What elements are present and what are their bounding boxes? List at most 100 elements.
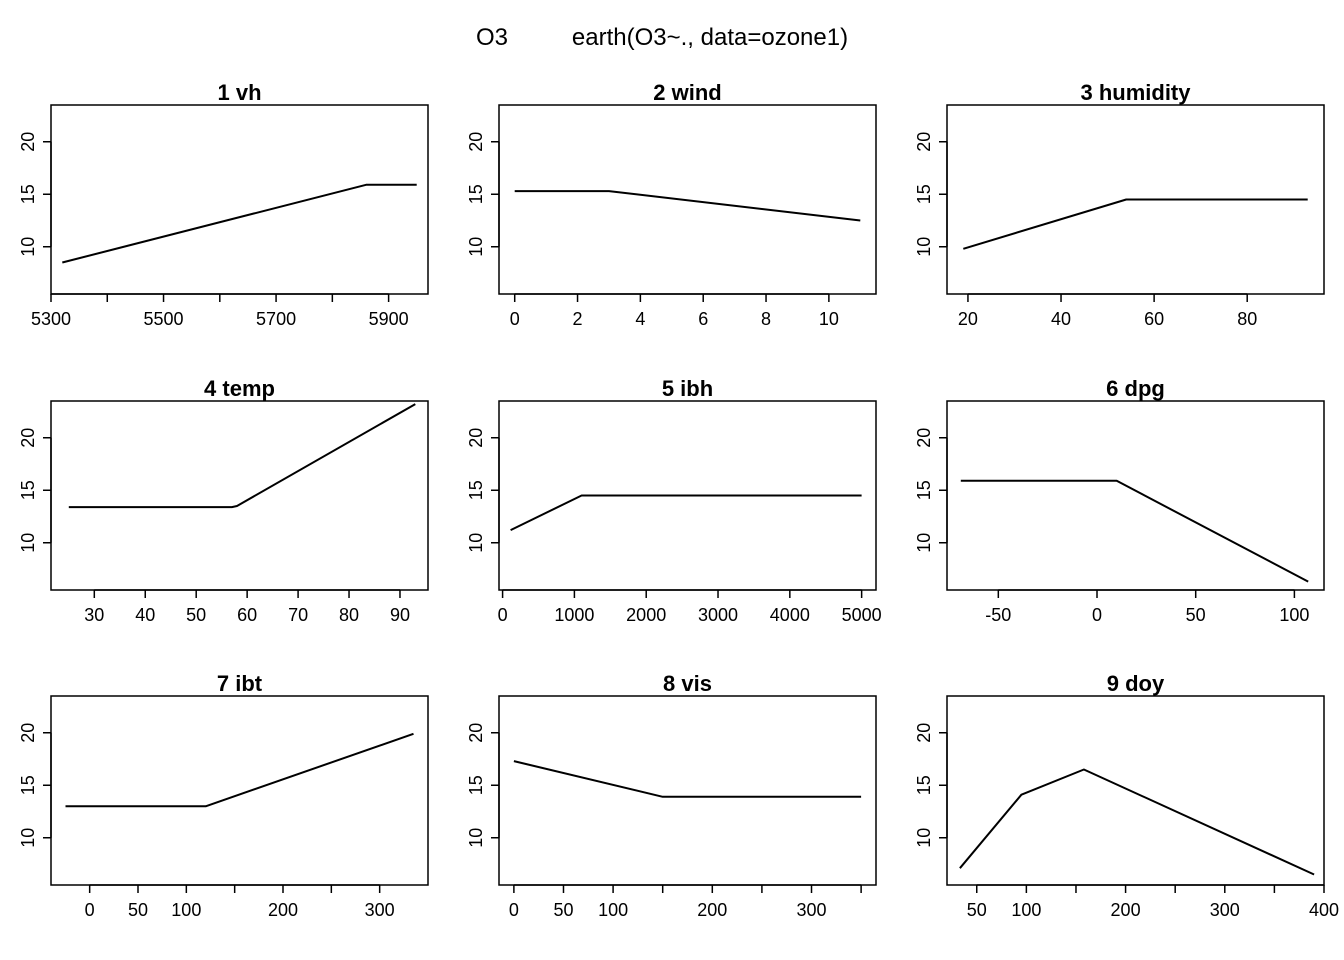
x-tick-label: 40	[135, 605, 155, 625]
x-tick-label: 4000	[770, 605, 810, 625]
x-tick-label: 400	[1309, 900, 1339, 920]
x-tick-label: 90	[390, 605, 410, 625]
panel-title: 3 humidity	[1080, 80, 1191, 105]
x-tick-label: 50	[553, 900, 573, 920]
panel-1: 1 vh 5300 5500 5700 5900 10 15 20	[18, 80, 429, 329]
panel-4: 4 temp 30 40 50 60 70 80 90 10 15 20	[18, 376, 429, 625]
x-tick-label: -50	[985, 605, 1011, 625]
y-tick-label: 20	[466, 723, 486, 743]
x-tick-label: 80	[1237, 309, 1257, 329]
x-tick-label: 300	[1210, 900, 1240, 920]
panel-2: 2 wind 0 2 4 6 8 10 10 15 20	[466, 80, 877, 329]
x-tick-label: 200	[1111, 900, 1141, 920]
x-tick-label: 100	[1011, 900, 1041, 920]
x-tick-label: 70	[288, 605, 308, 625]
y-tick-label: 15	[914, 480, 934, 500]
plot-frame	[946, 400, 1325, 591]
x-tick-label: 50	[186, 605, 206, 625]
series-line	[963, 198, 1308, 250]
series-line	[510, 494, 862, 531]
x-tick-label: 300	[365, 900, 395, 920]
x-tick-label: 8	[761, 309, 771, 329]
x-tick-label: 100	[171, 900, 201, 920]
y-tick-label: 10	[18, 533, 38, 553]
x-tick-label: 0	[1092, 605, 1102, 625]
panel-title: 8 vis	[663, 671, 712, 696]
x-tick-label: 200	[697, 900, 727, 920]
y-tick-label: 10	[914, 828, 934, 848]
panel-9: 9 doy 50 100 200 300 400 10 15 20	[914, 671, 1339, 920]
y-tick-label: 15	[18, 184, 38, 204]
x-tick-label: 30	[84, 605, 104, 625]
x-tick-label: 2000	[626, 605, 666, 625]
x-tick-label: 80	[339, 605, 359, 625]
series-line	[514, 190, 861, 222]
series-line	[68, 403, 416, 509]
x-tick-label: 40	[1051, 309, 1071, 329]
y-tick-label: 20	[18, 428, 38, 448]
x-tick-label: 60	[1144, 309, 1164, 329]
x-tick-label: 0	[498, 605, 508, 625]
y-tick-label: 15	[18, 480, 38, 500]
plot-frame	[50, 104, 429, 295]
x-tick-label: 50	[1186, 605, 1206, 625]
y-tick-label: 10	[914, 533, 934, 553]
x-tick-label: 5900	[369, 309, 409, 329]
x-tick-label: 0	[510, 309, 520, 329]
plot-frame	[498, 695, 877, 886]
y-tick-label: 15	[466, 775, 486, 795]
x-tick-label: 5700	[256, 309, 296, 329]
panel-title: 4 temp	[204, 376, 275, 401]
series-line	[62, 183, 417, 264]
x-tick-label: 20	[958, 309, 978, 329]
x-tick-label: 60	[237, 605, 257, 625]
figure-title-response: O3	[476, 24, 508, 51]
x-tick-label: 100	[1279, 605, 1309, 625]
panel-title: 9 doy	[1107, 671, 1165, 696]
panel-6: 6 dpg -50 0 50 100 10 15 20	[914, 376, 1325, 625]
y-tick-label: 20	[914, 428, 934, 448]
y-tick-label: 15	[914, 775, 934, 795]
series-line	[960, 479, 1309, 583]
y-tick-label: 20	[466, 132, 486, 152]
x-tick-label: 5500	[144, 309, 184, 329]
x-tick-label: 6	[698, 309, 708, 329]
x-tick-label: 4	[635, 309, 645, 329]
x-tick-label: 2	[573, 309, 583, 329]
series-line	[513, 760, 862, 798]
series-line	[959, 768, 1315, 876]
y-tick-label: 20	[914, 132, 934, 152]
panel-title: 5 ibh	[662, 376, 713, 401]
y-tick-label: 10	[914, 237, 934, 257]
panel-title: 1 vh	[217, 80, 261, 105]
y-tick-label: 20	[18, 132, 38, 152]
x-tick-label: 3000	[698, 605, 738, 625]
panel-5: 5 ibh 0 1000 2000 3000 4000 5000 10 15 20	[466, 376, 882, 625]
x-tick-label: 0	[85, 900, 95, 920]
y-tick-label: 15	[18, 775, 38, 795]
y-tick-label: 15	[466, 184, 486, 204]
x-tick-label: 0	[509, 900, 519, 920]
panel-7: 7 ibt 0 50 100 200 300 10 15 20	[18, 671, 429, 920]
y-tick-label: 10	[466, 237, 486, 257]
y-tick-label: 15	[466, 480, 486, 500]
x-tick-label: 50	[128, 900, 148, 920]
x-tick-label: 200	[268, 900, 298, 920]
x-tick-label: 50	[967, 900, 987, 920]
plot-frame	[50, 695, 429, 886]
panel-title: 6 dpg	[1106, 376, 1165, 401]
x-tick-label: 100	[598, 900, 628, 920]
y-tick-label: 20	[466, 428, 486, 448]
y-tick-label: 15	[914, 184, 934, 204]
x-tick-label: 5000	[842, 605, 882, 625]
panel-8: 8 vis 0 50 100 200 300 10 15 20	[466, 671, 877, 920]
y-tick-label: 10	[466, 533, 486, 553]
figure-title-model: earth(O3~., data=ozone1)	[572, 24, 848, 51]
y-tick-label: 20	[914, 723, 934, 743]
panel-title: 2 wind	[653, 80, 721, 105]
panel-3: 3 humidity 20 40 60 80 10 15 20	[914, 80, 1325, 329]
x-tick-label: 10	[819, 309, 839, 329]
y-tick-label: 10	[18, 237, 38, 257]
